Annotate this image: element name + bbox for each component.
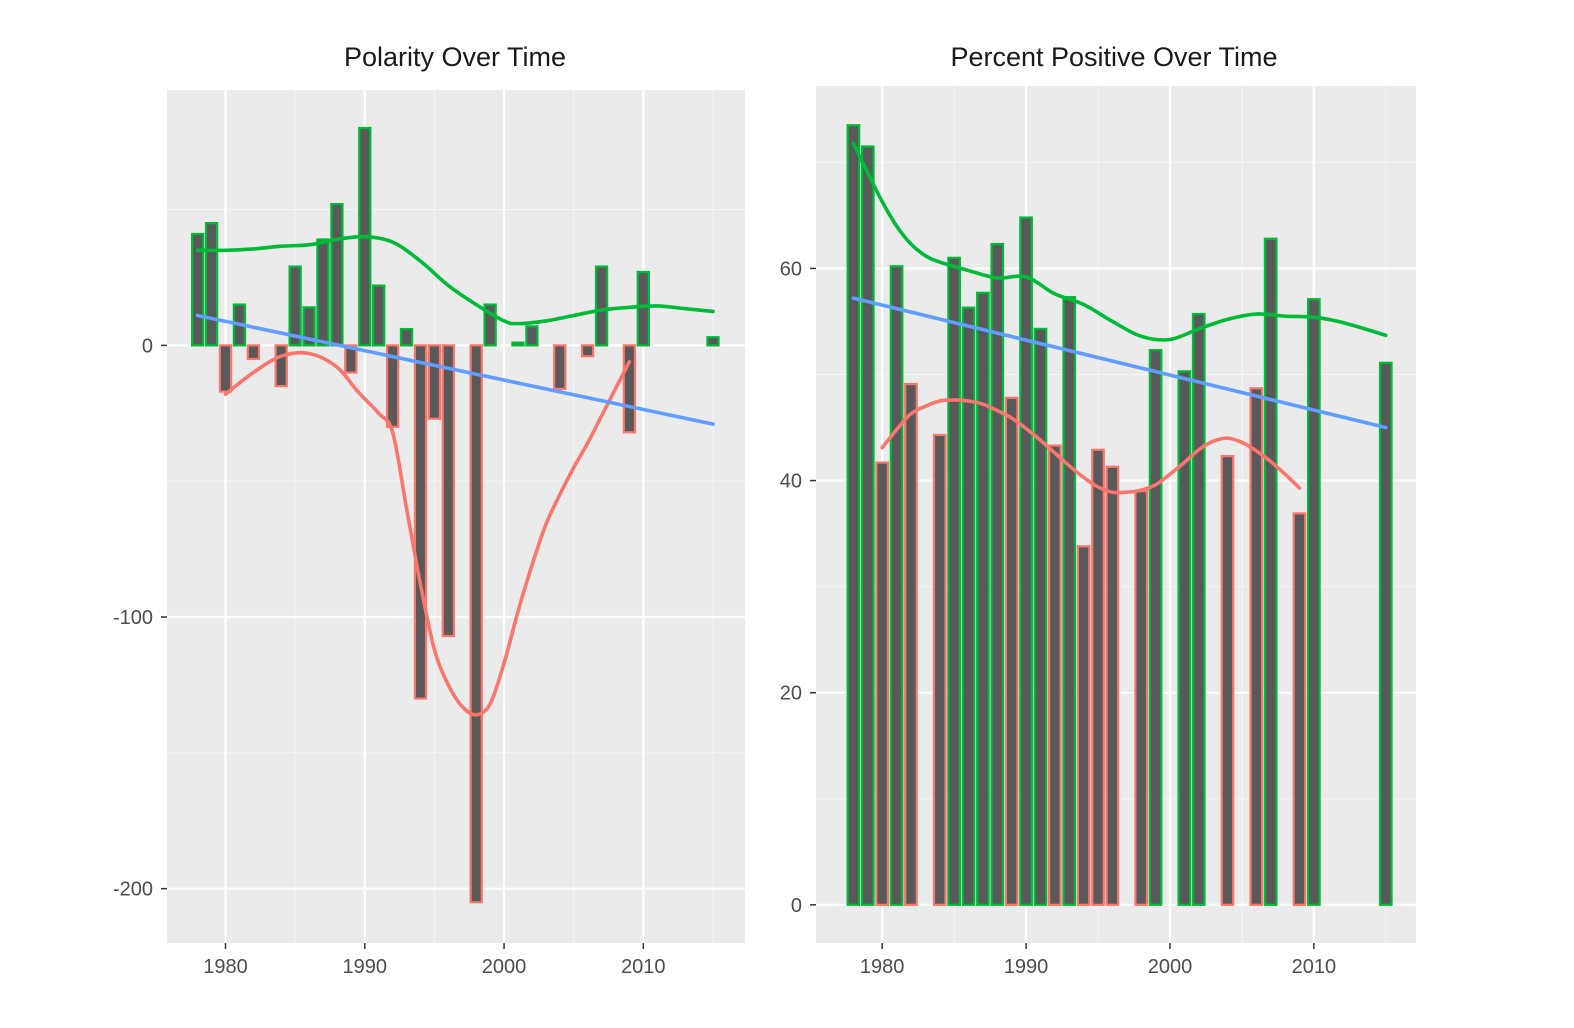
polarity-x-tick-label: 2010 <box>621 956 666 978</box>
percent-positive-bar-1998 <box>1134 490 1149 906</box>
polarity-bar-2010 <box>636 270 650 347</box>
polarity-bar-1988 <box>330 202 344 347</box>
percent-positive-bar-1992 <box>1047 444 1062 906</box>
percent-positive-y-tick-label: 20 <box>780 683 802 705</box>
polarity-bar-1995 <box>427 344 442 420</box>
polarity-bar-1985 <box>288 265 302 347</box>
percent-positive-x-tick-label: 2010 <box>1292 956 1337 978</box>
percent-positive-bar-2007 <box>1263 237 1278 906</box>
percent-positive-positive-smooth-line <box>851 141 1388 342</box>
percent-positive-bar-1993 <box>1062 295 1077 906</box>
polarity-positive-smooth-line <box>195 234 715 326</box>
percent-positive-bar-1989 <box>1004 396 1019 906</box>
polarity-y-tick-label: -200 <box>113 879 153 901</box>
percent-positive-x-tick-label: 1980 <box>860 956 905 978</box>
percent-positive-y-tick-label: 40 <box>780 471 802 493</box>
percent-positive-bar-1980 <box>875 461 890 906</box>
polarity-bar-2015 <box>706 336 720 347</box>
percent-positive-negative-smooth-line <box>880 398 1302 495</box>
polarity-bar-1982 <box>246 344 261 361</box>
percent-positive-bar-1988 <box>990 242 1005 906</box>
polarity-bar-1999 <box>483 303 497 347</box>
polarity-panel: 1980 1990 2000 2010 0 -100 -200 Polarity Over T… <box>113 42 745 978</box>
percent-positive-y-tick-label: 60 <box>780 258 802 280</box>
polarity-negative-smooth-line <box>223 350 632 717</box>
polarity-bar-1998 <box>469 344 483 904</box>
percent-positive-bar-2001 <box>1177 370 1192 906</box>
percent-positive-bar-1987 <box>976 291 990 906</box>
polarity-x-tick-label: 1990 <box>343 956 388 978</box>
polarity-bar-1994 <box>413 344 428 700</box>
polarity-bar-1987 <box>316 238 330 347</box>
polarity-bar-1986 <box>302 306 316 347</box>
polarity-bar-2007 <box>594 265 609 347</box>
percent-positive-trend-linear-line <box>851 296 1388 430</box>
percent-positive-bar-2002 <box>1191 312 1206 906</box>
polarity-trend-linear-line <box>195 313 715 426</box>
percent-positive-bar-2004 <box>1220 455 1235 906</box>
percent-positive-y-tick-label: 0 <box>791 895 802 917</box>
polarity-bar-1991 <box>372 284 386 347</box>
percent-positive-bar-2010 <box>1306 298 1321 906</box>
polarity-bar-2002 <box>525 325 539 347</box>
percent-positive-panel: 1980 1990 2000 2010 0 20 40 60 Percent Positive … <box>780 42 1416 978</box>
polarity-bar-1989 <box>344 344 358 374</box>
percent-positive-bar-1985 <box>947 256 961 906</box>
polarity-bar-2009 <box>622 344 637 434</box>
percent-positive-bar-2015 <box>1378 361 1393 906</box>
polarity-bar-1984 <box>274 344 288 388</box>
polarity-bar-2006 <box>580 344 595 358</box>
percent-positive-chart-title: Percent Positive Over Time <box>950 42 1277 72</box>
polarity-bar-2004 <box>553 344 567 390</box>
percent-positive-bar-1978 <box>846 124 861 906</box>
polarity-bar-1978 <box>190 232 205 347</box>
percent-positive-bar-1986 <box>961 306 976 906</box>
polarity-bar-1979 <box>204 222 219 347</box>
polarity-x-tick-label: 2000 <box>482 956 527 978</box>
percent-positive-bar-2009 <box>1292 512 1307 906</box>
percent-positive-bar-2006 <box>1249 387 1264 906</box>
percent-positive-bar-1984 <box>932 433 947 906</box>
polarity-y-tick-label: 0 <box>142 335 153 357</box>
percent-positive-bar-1999 <box>1148 349 1163 906</box>
percent-positive-bar-1981 <box>889 265 904 906</box>
polarity-bar-1996 <box>441 344 456 638</box>
polarity-chart-title: Polarity Over Time <box>344 42 566 72</box>
percent-positive-bar-1996 <box>1105 465 1120 906</box>
percent-positive-bar-1995 <box>1091 448 1105 906</box>
polarity-y-tick-label: -100 <box>113 607 153 629</box>
polarity-x-tick-label: 1980 <box>203 956 248 978</box>
polarity-bar-1980 <box>218 344 233 393</box>
polarity-plot-background <box>167 90 745 943</box>
percent-positive-x-tick-label: 2000 <box>1148 956 1193 978</box>
percent-positive-x-tick-label: 1990 <box>1004 956 1049 978</box>
polarity-bar-2001 <box>511 341 525 347</box>
polarity-bar-1993 <box>399 327 414 347</box>
percent-positive-bar-1990 <box>1019 216 1033 906</box>
percent-positive-bar-1994 <box>1076 545 1091 906</box>
percent-positive-bar-1982 <box>904 382 918 906</box>
percent-positive-bar-1979 <box>860 145 875 906</box>
percent-positive-bar-1991 <box>1033 327 1048 906</box>
